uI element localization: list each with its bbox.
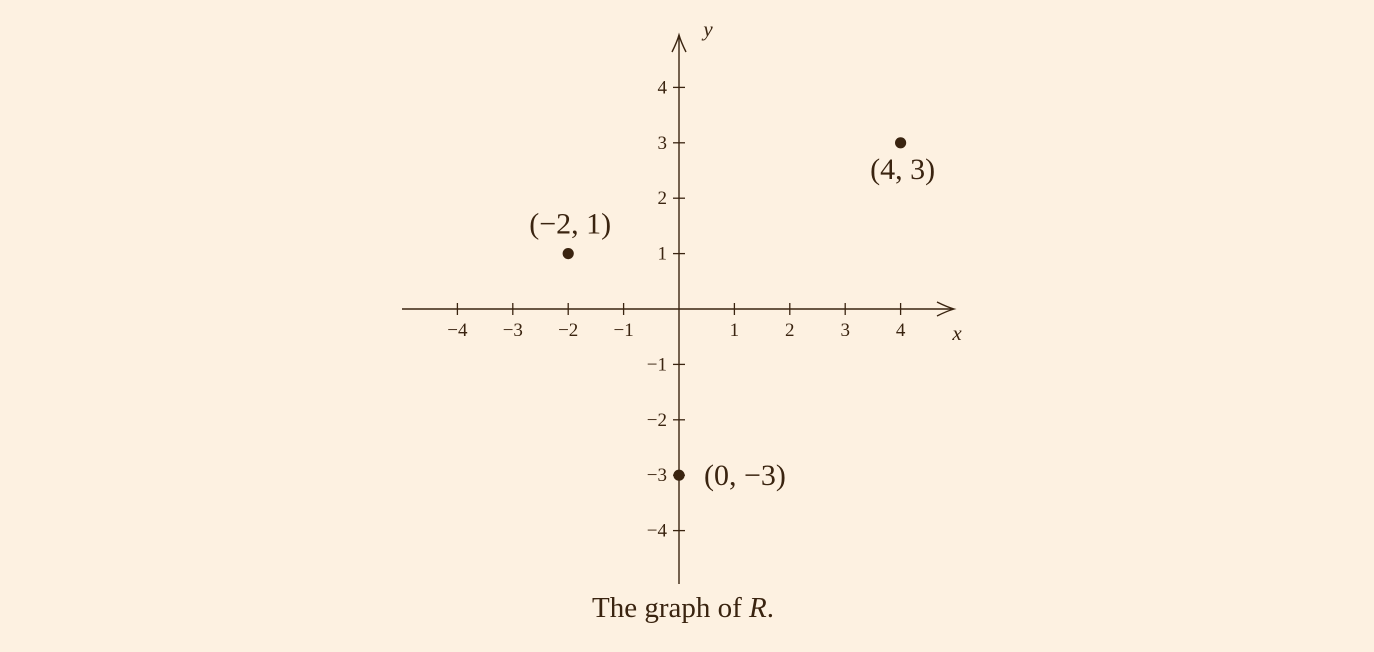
axes: xy [402, 17, 962, 584]
x-tick-label: 2 [785, 320, 795, 341]
x-tick-label: 1 [730, 320, 740, 341]
y-axis-arrow [671, 32, 687, 53]
figure-caption: The graph of R. [0, 592, 1366, 625]
data-point [673, 469, 685, 481]
y-tick-label: −2 [647, 410, 667, 431]
caption-variable: R [749, 592, 767, 624]
data-points: (−2, 1) (4, 3) (0, −3) [529, 137, 935, 492]
y-tick-label: 2 [658, 188, 668, 209]
x-tick-label: 3 [840, 320, 850, 341]
caption-period: . [766, 592, 774, 624]
point-label: (4, 3) [870, 153, 935, 186]
y-tick-label: 4 [658, 77, 668, 98]
data-point [562, 248, 574, 260]
x-tick-label: −4 [447, 320, 468, 341]
y-tick-label: −1 [647, 354, 667, 375]
caption-text: The graph of [592, 592, 750, 624]
x-axis-arrow [936, 301, 957, 317]
x-axis-label: x [951, 321, 962, 345]
y-tick-label: 3 [658, 133, 668, 154]
y-tick-label: −3 [647, 465, 667, 486]
point-label: (0, −3) [704, 459, 786, 492]
point-label: (−2, 1) [529, 208, 611, 241]
y-tick-label: −4 [647, 521, 668, 542]
y-axis-label: y [701, 17, 713, 41]
x-tick-label: −1 [613, 320, 633, 341]
x-tick-label: −2 [558, 320, 578, 341]
x-tick-label: 4 [896, 320, 906, 341]
y-tick-label: 1 [658, 244, 668, 265]
data-point [895, 137, 907, 149]
x-tick-label: −3 [503, 320, 523, 341]
